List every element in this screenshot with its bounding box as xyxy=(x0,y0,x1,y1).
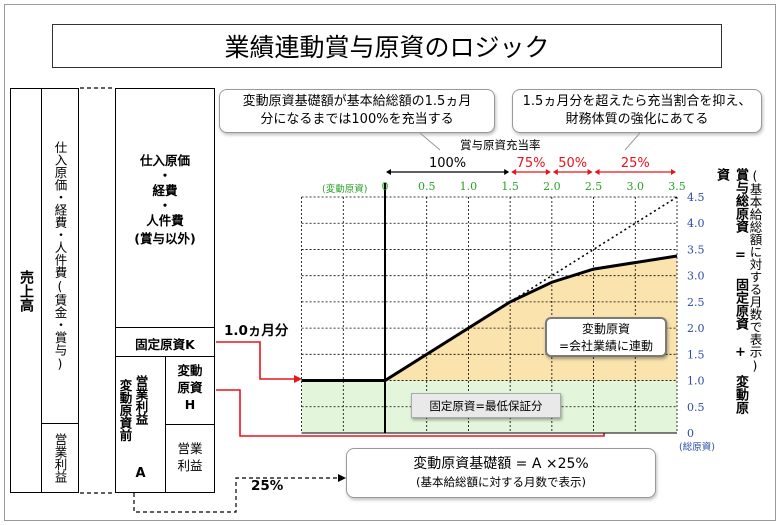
callout-right-line2: 財務体質の強化にあてる xyxy=(565,112,709,127)
y-tick-label: 1.5 xyxy=(687,348,705,361)
outer-frame xyxy=(4,4,776,521)
profit-outer-box xyxy=(41,423,79,493)
x-tick-label: 2.0 xyxy=(543,180,561,193)
hendo-h-letter: H xyxy=(184,397,196,412)
rate-header: 賞与原資充当率 xyxy=(460,138,541,152)
hendo-h-line1: 変動 xyxy=(177,363,203,378)
formula-callout: 変動原資基礎額 = A ×25% (基本給総額に対する月数で表示) xyxy=(346,448,656,498)
y-tick-label: 2.5 xyxy=(687,296,705,309)
rate-arrow-right xyxy=(671,169,676,175)
formula-text: 変動原資基礎額 = A ×25% xyxy=(413,456,589,472)
page-title: 業績連動賞与原資のロジック xyxy=(52,24,722,68)
kotei-k-label: 固定原資K xyxy=(135,337,195,352)
rate-label: 50% xyxy=(558,156,587,171)
hendo-h-line2: 原資 xyxy=(177,380,203,395)
x-tick-label: 0.5 xyxy=(418,180,436,193)
y-tick-label: 0.5 xyxy=(687,401,705,414)
costs-inner-line-2: 経費 xyxy=(152,183,178,198)
callout-left-line1: 変動原資基礎額が基本給総額の1.5ヵ月 xyxy=(242,94,472,109)
rate-arrow-left xyxy=(511,169,517,175)
x-tick-label: 3.0 xyxy=(627,180,645,193)
y-tick-label: 1.0 xyxy=(687,375,705,388)
rate-label: 75% xyxy=(517,156,546,171)
callout-left-line2: 分になるまでは100%を充当する xyxy=(260,112,454,127)
a-label: A xyxy=(135,466,146,481)
pct-25-label: 25% xyxy=(251,478,284,494)
formula-subtext: (基本給総額に対する月数で表示) xyxy=(416,475,586,489)
callout-right-pointer xyxy=(624,132,641,151)
costs-inner-line-1: ・ xyxy=(158,168,172,183)
y-tick-label: 4.0 xyxy=(687,217,705,230)
rate-arrow-right xyxy=(504,169,510,175)
costs-inner-line-0: 仕入原価 xyxy=(139,153,190,168)
rate-label: 100% xyxy=(429,156,466,171)
one-month-label: 1.0ヵ月分 xyxy=(224,323,289,339)
rate-arrow-left xyxy=(594,169,600,175)
x-tick-label: 1.0 xyxy=(460,180,478,193)
costs-inner-line-4: 人件費 xyxy=(146,213,184,228)
profit-inner-label: 営業利益 xyxy=(165,440,215,474)
variable-fund-box: 変動原資 =会社業績に連動 xyxy=(545,317,667,357)
y-tick-label: 3.0 xyxy=(687,270,705,283)
profit-inner-text: 営業利益 xyxy=(177,441,203,473)
x-tick-label: 3.5 xyxy=(668,180,686,193)
callout-right-line1: 1.5ヵ月分を超えたら充当割合を抑え、 xyxy=(522,94,752,109)
x-tick-label: 0 xyxy=(382,180,389,193)
costs-inner-line-5: (賞与以外) xyxy=(134,231,196,246)
x-axis-label: (変動原資) xyxy=(322,184,368,195)
pre-variable-profit-label: 営業利益 xyxy=(133,375,149,425)
pre-variable-label: 変動原資前 xyxy=(117,378,133,442)
series-main-line xyxy=(301,254,678,383)
callout-right: 1.5ヵ月分を超えたら充当割合を抑え、 財務体質の強化にあてる xyxy=(512,89,762,133)
callout-left-pointer xyxy=(419,132,441,151)
x-tick-label: 1.5 xyxy=(501,180,519,193)
costs-inner-line-3: ・ xyxy=(158,198,172,213)
right-vertical-2: (基本給総額に対する月数で表示) xyxy=(747,168,763,373)
y-tick-label: 4.5 xyxy=(687,191,705,204)
rate-arrow-right xyxy=(545,169,551,175)
variable-fund-line2: =会社業績に連動 xyxy=(558,339,654,353)
rate-arrow-left xyxy=(386,169,391,175)
y-axis-label: (総原資) xyxy=(679,442,715,453)
sales-label: 売上高 xyxy=(18,269,34,312)
rate-label: 25% xyxy=(621,156,650,171)
y-tick-label: 2.0 xyxy=(687,322,705,335)
rate-arrow-right xyxy=(587,169,593,175)
costs-outer-label: 仕入原価・経費・人件費(賃金・賞与) xyxy=(52,141,68,371)
profit-inner-box xyxy=(165,424,215,493)
hendo-h-label: 変動 原資 H xyxy=(165,362,215,413)
y-tick-label: 0 xyxy=(687,427,694,440)
rate-arrow-left xyxy=(552,169,558,175)
y-tick-label: 3.5 xyxy=(687,243,705,256)
right-vertical-1: 賞与総原資 = 固定原資 + 変動原資 xyxy=(714,168,748,414)
costs-inner-label: 仕入原価 ・ 経費 ・ 人件費 (賞与以外) xyxy=(115,152,215,248)
profit-outer-label: 営業利益 xyxy=(52,433,68,483)
callout-left: 変動原資基礎額が基本給総額の1.5ヵ月 分になるまでは100%を充当する xyxy=(219,89,495,133)
x-tick-label: 2.5 xyxy=(585,180,603,193)
fixed-fund-box: 固定原資=最低保証分 xyxy=(411,393,561,418)
variable-fund-line1: 変動原資 xyxy=(581,322,630,336)
